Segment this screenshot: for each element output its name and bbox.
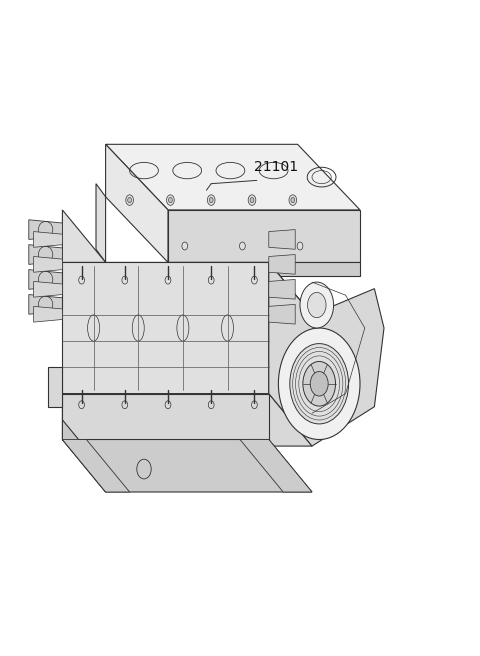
Polygon shape <box>62 262 269 394</box>
Polygon shape <box>106 144 168 262</box>
Circle shape <box>291 197 295 203</box>
Circle shape <box>167 195 174 205</box>
Polygon shape <box>96 184 106 262</box>
Polygon shape <box>62 262 312 315</box>
Polygon shape <box>62 440 312 492</box>
Circle shape <box>128 197 132 203</box>
Polygon shape <box>34 256 62 272</box>
Polygon shape <box>269 230 295 249</box>
Circle shape <box>303 361 336 406</box>
Polygon shape <box>168 262 360 276</box>
Circle shape <box>126 195 133 205</box>
Polygon shape <box>62 440 130 492</box>
Circle shape <box>308 293 326 318</box>
Polygon shape <box>106 144 360 210</box>
Polygon shape <box>62 394 269 440</box>
Circle shape <box>310 371 328 396</box>
Polygon shape <box>34 281 62 297</box>
Polygon shape <box>62 394 312 446</box>
Polygon shape <box>34 232 62 247</box>
Polygon shape <box>29 270 62 289</box>
Polygon shape <box>62 420 106 492</box>
Polygon shape <box>240 440 312 492</box>
Polygon shape <box>29 220 62 239</box>
Polygon shape <box>48 367 62 407</box>
Polygon shape <box>269 279 295 299</box>
Circle shape <box>248 195 256 205</box>
Polygon shape <box>269 262 384 446</box>
Circle shape <box>290 344 348 424</box>
Circle shape <box>278 328 360 440</box>
Text: 21101: 21101 <box>254 160 298 174</box>
Polygon shape <box>34 306 62 322</box>
Circle shape <box>289 195 297 205</box>
Circle shape <box>209 197 213 203</box>
Polygon shape <box>29 295 62 314</box>
Circle shape <box>240 242 245 250</box>
Circle shape <box>182 242 188 250</box>
Polygon shape <box>269 262 312 446</box>
Circle shape <box>297 242 303 250</box>
Polygon shape <box>62 394 106 472</box>
Polygon shape <box>269 304 295 324</box>
Polygon shape <box>168 210 360 262</box>
Polygon shape <box>62 210 106 315</box>
Circle shape <box>300 282 334 328</box>
Polygon shape <box>29 245 62 264</box>
Circle shape <box>207 195 215 205</box>
Polygon shape <box>269 255 295 274</box>
Circle shape <box>168 197 172 203</box>
Circle shape <box>250 197 254 203</box>
